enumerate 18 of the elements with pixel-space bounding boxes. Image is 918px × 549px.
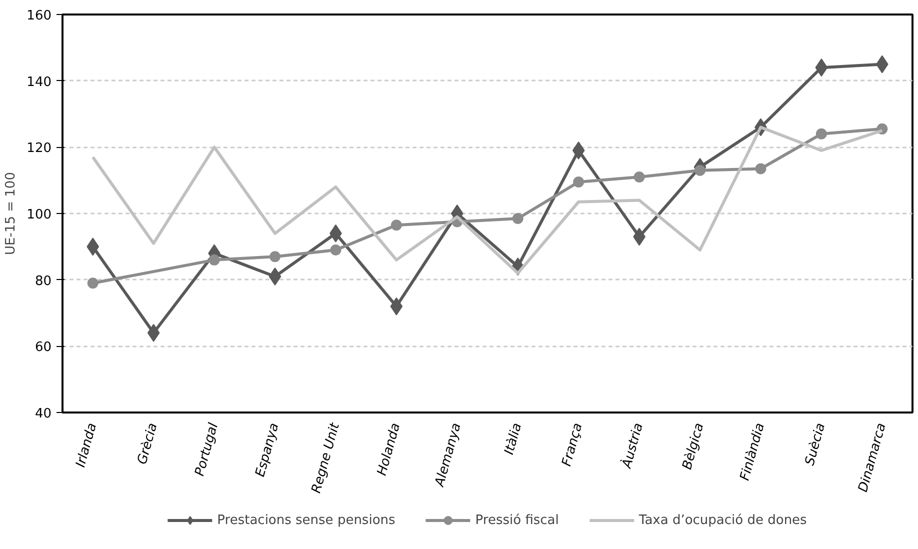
y-tick-label: 140 <box>26 74 52 90</box>
x-tick-label: Irlanda <box>74 421 100 470</box>
x-tick-label: Suècia <box>802 421 829 468</box>
y-tick-label: 40 <box>34 406 52 422</box>
legend-label: Pressió fiscal <box>475 512 559 528</box>
y-tick-label: 120 <box>26 141 52 156</box>
y-axis-title: UE-15 = 100 <box>4 172 19 255</box>
y-tick-label: 80 <box>34 274 52 289</box>
x-tick-label: França <box>560 421 586 468</box>
x-tick-label: Bèlgica <box>680 421 708 472</box>
x-tick-label: Regne Unit <box>309 420 344 495</box>
y-tick-label: 160 <box>26 8 52 24</box>
y-tick-label: 100 <box>26 208 52 222</box>
legend-label: Prestacions sense pensions <box>217 512 396 528</box>
x-tick-label: Itàlia <box>502 421 526 456</box>
x-tick-label: Grècia <box>135 421 161 466</box>
y-tick-label: 60 <box>34 340 52 356</box>
legend-label: Taxa d’ocupació de dones <box>638 512 807 528</box>
